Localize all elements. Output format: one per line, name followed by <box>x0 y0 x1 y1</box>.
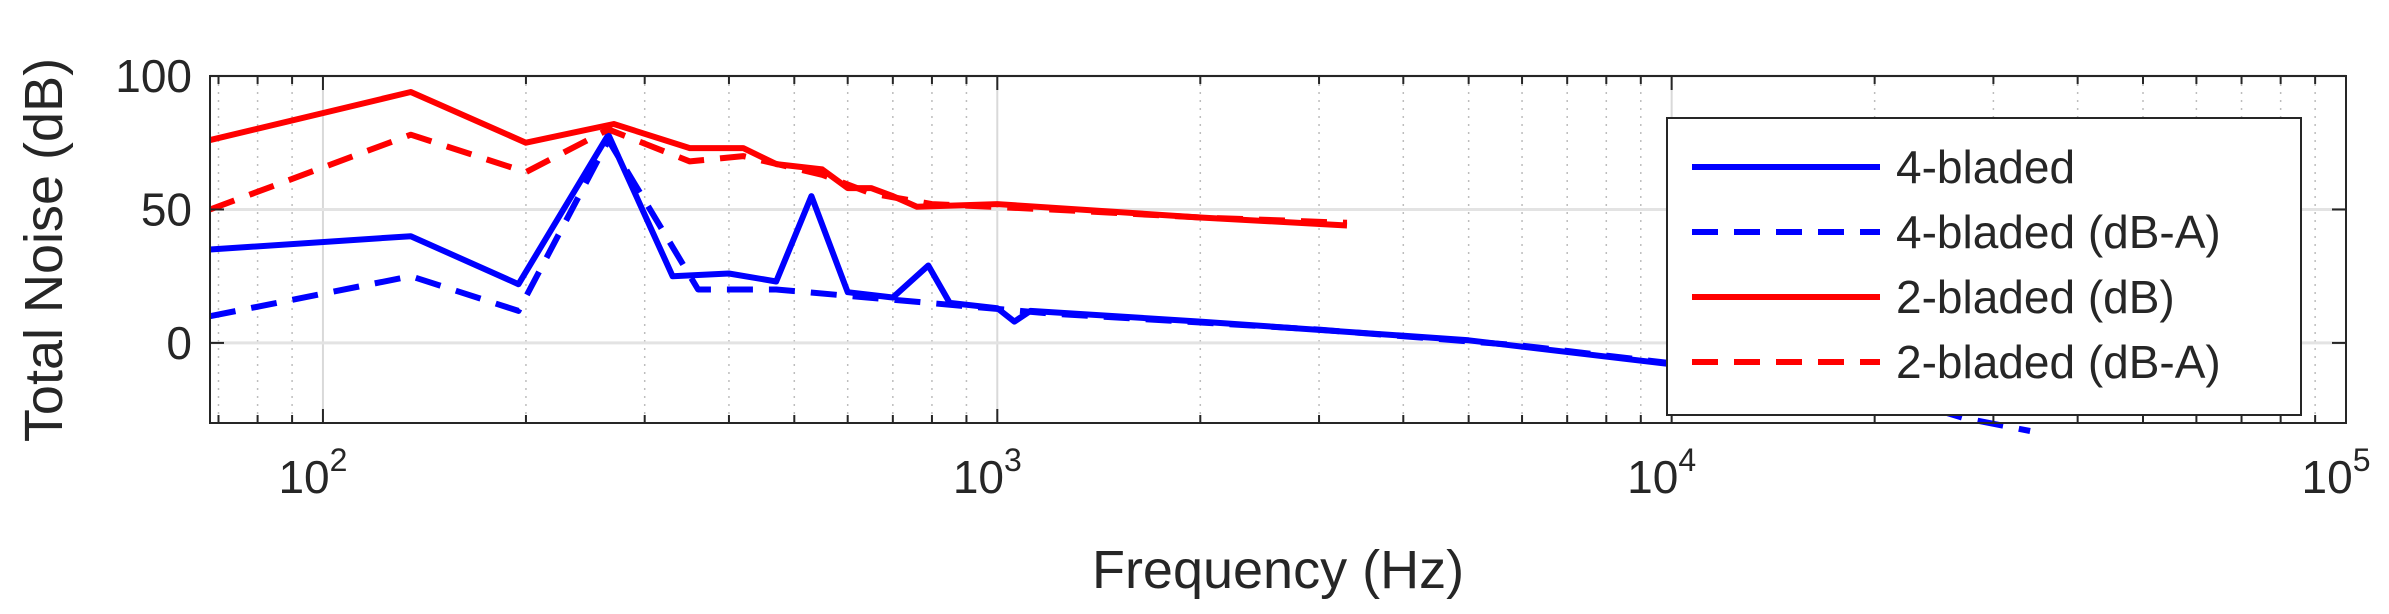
legend-label: 4-bladed (dB-A) <box>1896 206 2221 258</box>
x-tick-label-base: 10 <box>2302 451 2353 503</box>
legend-label: 2-bladed (dB) <box>1896 271 2175 323</box>
y-tick-label: 50 <box>141 183 192 235</box>
y-tick-label: 0 <box>166 317 192 369</box>
y-tick-label: 100 <box>115 50 192 102</box>
x-tick-label-base: 10 <box>278 451 329 503</box>
legend-label: 4-bladed <box>1896 141 2075 193</box>
x-tick-label-exponent: 4 <box>1678 442 1696 478</box>
plot-frame <box>209 75 2347 424</box>
legend-items: 4-bladed 4-bladed (dB-A) 2-bladed (dB) 2-bl… <box>1692 141 2221 388</box>
x-tick-label: 105 <box>2302 442 2371 503</box>
x-tick-label-exponent: 3 <box>1004 442 1022 478</box>
x-tick-label: 102 <box>278 442 347 503</box>
x-tick-label-base: 10 <box>1627 451 1678 503</box>
y-axis-title: Total Noise (dB) <box>14 58 74 442</box>
legend-label: 2-bladed (dB-A) <box>1896 336 2221 388</box>
series-line-2-bladed-db-a <box>208 126 1348 226</box>
x-axis-title: Frequency (Hz) <box>1092 540 1464 600</box>
x-tick-label: 103 <box>953 442 1022 503</box>
x-tick-label-base: 10 <box>953 451 1004 503</box>
x-tick-label-exponent: 5 <box>2353 442 2371 478</box>
x-tick-label-exponent: 2 <box>330 442 348 478</box>
series-line-4-bladed <box>209 131 1876 400</box>
x-tick-label: 104 <box>1627 442 1696 503</box>
legend: 4-bladed 4-bladed (dB-A) 2-bladed (dB) 2-bl… <box>1666 117 2302 416</box>
